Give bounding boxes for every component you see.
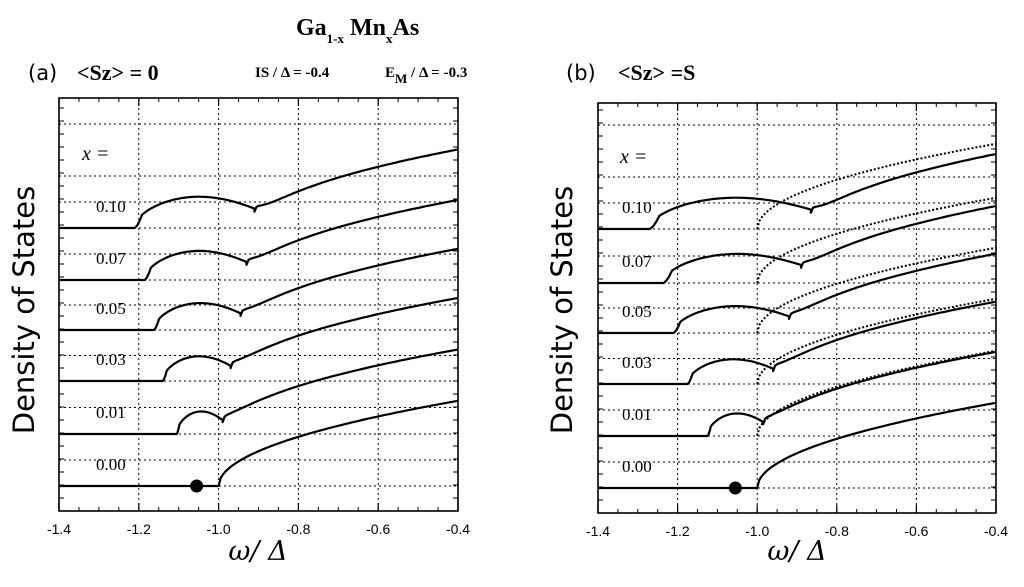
series-0.00: 0.00 <box>598 401 997 490</box>
panel-a-label: (a) <box>28 61 57 85</box>
series-curve <box>598 300 997 386</box>
series-curve <box>598 350 997 438</box>
series-curve <box>598 252 997 335</box>
impurity-level-dot <box>190 479 204 493</box>
series-0.10: 0.10 <box>598 142 997 231</box>
series-0.07: 0.07 <box>598 196 997 285</box>
series-label: 0.01 <box>622 405 652 424</box>
panel-a-plot: -1.4 -1.2 -1.0 -0.8 -0.6 -0.4 0.00 0.01 0.03 0.05… <box>47 97 470 537</box>
x-tick-label: -1.4 <box>47 521 71 537</box>
series-curve <box>59 348 459 436</box>
series-label: 0.07 <box>96 249 126 268</box>
series-curve <box>598 204 997 285</box>
series-0.01: 0.01 <box>59 348 459 436</box>
series-label: 0.00 <box>96 455 126 474</box>
x-tick-label: -0.6 <box>366 521 390 537</box>
series-0.05: 0.05 <box>598 246 997 335</box>
is-parameter: IS / Δ = -0.4 <box>255 65 330 81</box>
x-tick-label: -1.0 <box>207 521 231 537</box>
panel-b: (b) <Sz> =S Density of States ω/ Δ x = -… <box>545 60 1008 567</box>
panel-a-ylabel: Density of States <box>7 186 41 435</box>
x-tick-label: -1.2 <box>666 523 690 539</box>
series-curve <box>59 399 459 488</box>
series-label: 0.10 <box>96 197 126 216</box>
x-tick-label: -0.4 <box>984 523 1008 539</box>
series-dotted-reference <box>756 246 997 334</box>
series-dotted-reference <box>756 142 997 230</box>
series-dotted-reference <box>756 196 997 284</box>
plot-frame <box>597 102 997 514</box>
panel-b-x-header: x = <box>619 146 647 168</box>
panel-a: (a) <Sz> = 0 Density of States ω/ Δ x = … <box>7 60 470 567</box>
x-tick-label: -1.2 <box>127 521 151 537</box>
plot-frame <box>58 97 459 512</box>
series-label: 0.05 <box>622 302 652 321</box>
series-dotted-reference <box>756 349 997 437</box>
panel-a-x-header: x = <box>81 143 109 165</box>
series-curve <box>59 198 459 282</box>
x-tick-label: -0.8 <box>286 521 310 537</box>
panel-b-ylabel: Density of States <box>545 186 579 435</box>
series-0.03: 0.03 <box>59 296 459 383</box>
series-label: 0.05 <box>96 299 126 318</box>
series-0.10: 0.10 <box>59 148 459 230</box>
series-0.03: 0.03 <box>598 297 997 386</box>
x-tick-label: -1.0 <box>745 523 769 539</box>
panel-b-title: <Sz> =S <box>618 60 695 85</box>
series-label: 0.10 <box>622 198 652 217</box>
x-tick-label: -1.4 <box>586 523 610 539</box>
panel-a-xlabel: ω/ Δ <box>228 536 287 567</box>
series-0.07: 0.07 <box>59 198 459 282</box>
series-label: 0.07 <box>622 252 652 271</box>
panel-b-plot: -1.4 -1.2 -1.0 -0.8 -0.6 -0.4 0.00 0.01 0.03 0.05… <box>586 102 1008 539</box>
x-tick-label: -0.4 <box>446 521 470 537</box>
figure-title: Ga1-x MnxAs <box>296 15 419 46</box>
impurity-level-dot <box>728 481 742 495</box>
series-0.00: 0.00 <box>59 399 459 488</box>
series-curve <box>59 296 459 383</box>
series-curve <box>598 152 997 231</box>
x-tick-label: -0.8 <box>825 523 849 539</box>
series-curve <box>59 148 459 230</box>
series-curve <box>59 247 459 332</box>
series-label: 0.00 <box>622 457 652 476</box>
series-0.05: 0.05 <box>59 247 459 332</box>
series-label: 0.03 <box>622 353 652 372</box>
series-dotted-reference <box>756 297 997 385</box>
panel-b-label: (b) <box>566 61 596 85</box>
panel-a-title: <Sz> = 0 <box>77 60 159 85</box>
series-curve <box>598 401 997 490</box>
series-label: 0.03 <box>96 350 126 369</box>
em-parameter: EM / Δ = -0.3 <box>385 65 467 86</box>
series-0.01: 0.01 <box>598 349 997 438</box>
series-label: 0.01 <box>96 403 126 422</box>
panel-b-xlabel: ω/ Δ <box>767 536 826 567</box>
x-tick-label: -0.6 <box>904 523 928 539</box>
